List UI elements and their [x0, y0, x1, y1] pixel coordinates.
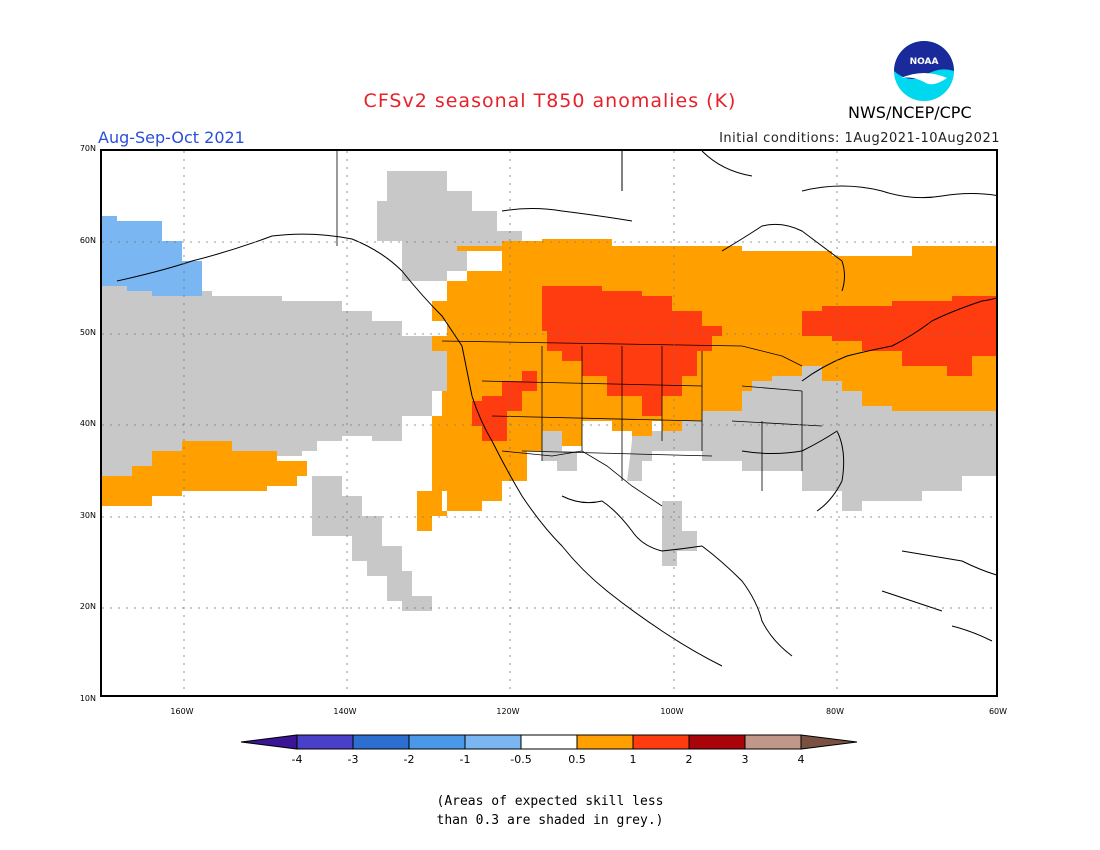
warm-anomaly-red — [472, 286, 996, 441]
colorbar-cell — [688, 734, 746, 750]
colorbar-label: 0.5 — [568, 753, 586, 766]
colorbar — [240, 734, 858, 750]
lat-label-10n: 10N — [79, 694, 96, 703]
lat-label-20n: 20N — [79, 602, 96, 611]
colorbar-label: -0.5 — [510, 753, 532, 766]
lat-label-70n: 70N — [79, 144, 96, 153]
season-label: Aug-Sep-Oct 2021 — [98, 128, 245, 147]
lat-label-30n: 30N — [79, 511, 96, 520]
noaa-logo: NOAA — [894, 41, 954, 101]
colorbar-cell — [296, 734, 354, 750]
colorbar-label: 4 — [797, 753, 805, 766]
lon-label-120w: 120W — [496, 707, 520, 716]
lon-label-80w: 80W — [825, 707, 845, 716]
colorbar-label: 3 — [741, 753, 749, 766]
map-canvas — [102, 151, 996, 695]
colorbar-cell — [408, 734, 466, 750]
colorbar-cell — [464, 734, 522, 750]
colorbar-cell — [520, 734, 578, 750]
lat-label-50n: 50N — [79, 328, 96, 337]
colorbar-cell — [576, 734, 634, 750]
colorbar-label: 2 — [685, 753, 693, 766]
anomaly-map — [100, 149, 998, 697]
org-label: NWS/NCEP/CPC — [848, 103, 972, 122]
colorbar-label: 1 — [629, 753, 637, 766]
colorbar-label: -3 — [347, 753, 359, 766]
colorbar-label: -2 — [403, 753, 415, 766]
lon-label-160w: 160W — [170, 707, 194, 716]
lat-label-60n: 60N — [79, 236, 96, 245]
lat-label-40n: 40N — [79, 419, 96, 428]
political-borders — [336, 151, 823, 507]
logo-text: NOAA — [910, 57, 939, 67]
low-skill-grey-areas — [102, 171, 996, 611]
coastlines — [116, 151, 996, 667]
map-title: CFSv2 seasonal T850 anomalies (K) — [363, 90, 737, 112]
lon-label-100w: 100W — [660, 707, 684, 716]
initial-conditions-label: Initial conditions: 1Aug2021-10Aug2021 — [719, 131, 1000, 146]
colorbar-label: -4 — [291, 753, 303, 766]
colorbar-cell — [744, 734, 802, 750]
colorbar-arrow-right — [800, 734, 858, 750]
cold-anomaly-lightblue — [102, 216, 202, 296]
colorbar-arrow-left — [240, 734, 298, 750]
lon-label-140w: 140W — [333, 707, 357, 716]
graticule — [102, 151, 996, 695]
lon-label-60w: 60W — [988, 707, 1008, 716]
colorbar-label: -1 — [459, 753, 471, 766]
footnote-line-2: than 0.3 are shaded in grey.) — [436, 813, 664, 828]
colorbar-cell — [352, 734, 410, 750]
footnote-line-1: (Areas of expected skill less — [436, 794, 664, 809]
skill-footnote: (Areas of expected skill less than 0.3 a… — [0, 792, 1100, 830]
colorbar-cell — [632, 734, 690, 750]
